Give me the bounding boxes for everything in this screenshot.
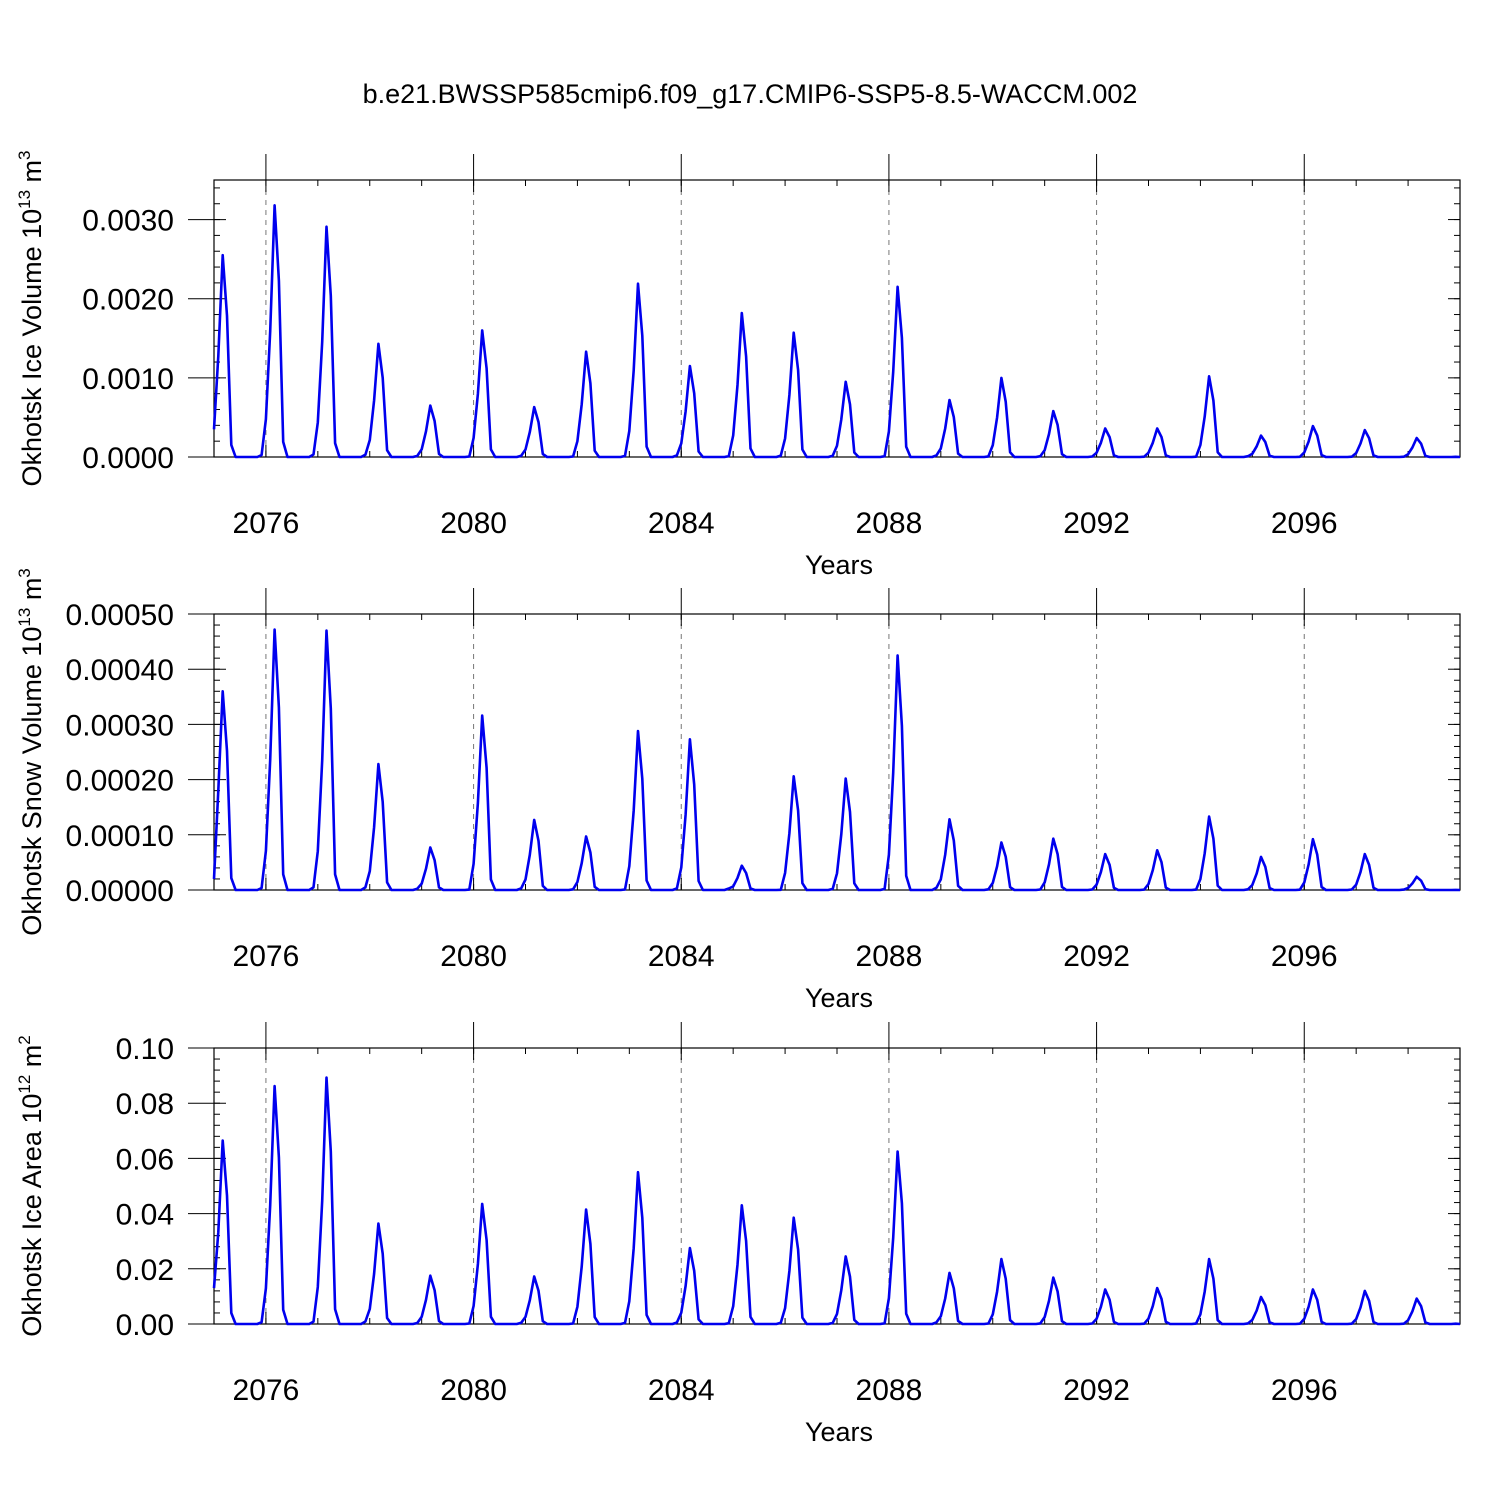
x-tick-label: 2084 xyxy=(648,507,715,540)
panel-ice-volume: 2076 2080 2084 2088 2092 2096 0.0000 0.0010 0.00… xyxy=(15,150,1461,580)
y-tick-label: 0.00050 xyxy=(66,599,174,632)
y-tick-label: 0.0010 xyxy=(82,363,174,396)
x-tick-label: 2096 xyxy=(1271,940,1338,973)
x-tick-label: 2088 xyxy=(856,1374,923,1407)
plot-frame xyxy=(213,613,1461,891)
x-tick-label: 2076 xyxy=(233,507,300,540)
y-tick-label: 0.00040 xyxy=(66,654,174,687)
y-tick-label: 0.08 xyxy=(116,1088,174,1121)
x-tick-label: 2096 xyxy=(1271,507,1338,540)
x-tick-label: 2080 xyxy=(440,507,507,540)
x-tick-label: 2084 xyxy=(648,940,715,973)
x-axis-label: Years xyxy=(805,983,873,1013)
y-tick-label: 0.0020 xyxy=(82,284,174,317)
x-tick-label: 2084 xyxy=(648,1374,715,1407)
y-axis-label: Okhotsk Snow Volume 1013 m3 xyxy=(15,568,47,936)
x-tick-label: 2088 xyxy=(856,940,923,973)
x-tick-label: 2080 xyxy=(440,940,507,973)
y-tick-label: 0.00030 xyxy=(66,709,174,742)
series-line-ice-area xyxy=(212,1076,1461,1326)
figure-title: b.e21.BWSSP585cmip6.f09_g17.CMIP6-SSP5-8… xyxy=(363,79,1138,109)
y-tick-label: 0.00 xyxy=(116,1309,174,1342)
x-tick-label: 2076 xyxy=(233,940,300,973)
y-tick-label: 0.04 xyxy=(116,1199,174,1232)
x-tick-label: 2096 xyxy=(1271,1374,1338,1407)
y-tick-label: 0.06 xyxy=(116,1143,174,1176)
y-tick-label: 0.02 xyxy=(116,1254,174,1287)
x-axis-label: Years xyxy=(805,1417,873,1447)
series-line-snow-volume xyxy=(212,628,1461,892)
y-tick-label: 0.10 xyxy=(116,1033,174,1066)
plot-frame xyxy=(213,179,1461,458)
x-tick-label: 2092 xyxy=(1063,940,1130,973)
y-tick-label: 0.0030 xyxy=(82,205,174,238)
panel-snow-volume: 2076 2080 2084 2088 2092 2096 0.00000 0.00010 0.… xyxy=(15,568,1461,1013)
y-axis-label: Okhotsk Ice Volume 1013 m3 xyxy=(15,150,47,486)
x-axis-label: Years xyxy=(805,550,873,580)
x-tick-label: 2088 xyxy=(856,507,923,540)
x-tick-label: 2092 xyxy=(1063,1374,1130,1407)
x-tick-label: 2092 xyxy=(1063,507,1130,540)
y-tick-label: 0.00000 xyxy=(66,875,174,908)
y-tick-label: 0.0000 xyxy=(82,442,174,475)
y-axis-label: Okhotsk Ice Area 1012 m2 xyxy=(15,1035,47,1337)
x-tick-label: 2076 xyxy=(233,1374,300,1407)
x-tick-label: 2080 xyxy=(440,1374,507,1407)
y-tick-label: 0.00020 xyxy=(66,765,174,798)
y-tick-label: 0.00010 xyxy=(66,820,174,853)
series-line-ice-volume xyxy=(212,204,1461,459)
plot-frame xyxy=(213,1047,1461,1325)
panel-ice-area: 2076 2080 2084 2088 2092 2096 0.00 0.02 0.04 0.06… xyxy=(15,1022,1461,1447)
